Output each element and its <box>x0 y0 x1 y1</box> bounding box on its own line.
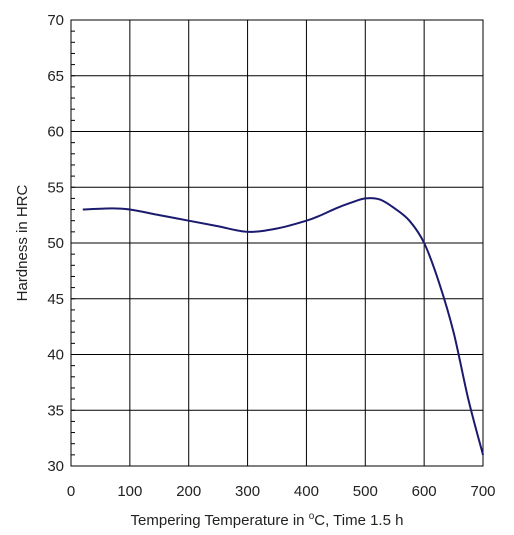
y-tick-label: 55 <box>47 179 64 196</box>
y-tick-label: 30 <box>47 458 64 475</box>
x-axis-label-before: Tempering Temperature in <box>131 512 309 529</box>
x-tick-label: 300 <box>235 483 260 500</box>
x-axis-label-after: C, Time 1.5 h <box>314 512 403 529</box>
y-axis-label: Hardness in HRC <box>14 184 31 301</box>
y-tick-labels: 30 35 40 45 50 55 60 65 70 <box>47 12 64 475</box>
y-tick-label: 60 <box>47 124 64 141</box>
x-tick-label: 400 <box>294 483 319 500</box>
y-tick-label: 35 <box>47 402 64 419</box>
y-tick-label: 65 <box>47 68 64 85</box>
y-tick-label: 45 <box>47 291 64 308</box>
series-line-0 <box>82 197 484 456</box>
y-tick-label: 50 <box>47 235 64 252</box>
x-axis-label-sup: o <box>309 511 315 522</box>
y-tick-label: 40 <box>47 347 64 364</box>
minor-ticks <box>71 19 75 467</box>
series-layer <box>82 197 484 456</box>
plot-frame <box>70 19 484 467</box>
x-tick-label: 200 <box>176 483 201 500</box>
x-tick-label: 500 <box>353 483 378 500</box>
x-tick-labels: 0 100 200 300 400 500 600 700 <box>67 483 496 500</box>
x-tick-label: 100 <box>117 483 142 500</box>
x-tick-label: 600 <box>412 483 437 500</box>
x-axis-label: Tempering Temperature in oC, Time 1.5 h <box>131 511 404 529</box>
x-tick-label: 700 <box>470 483 495 500</box>
x-tick-label: 0 <box>67 483 75 500</box>
y-tick-label: 70 <box>47 12 64 29</box>
grid <box>70 19 484 467</box>
